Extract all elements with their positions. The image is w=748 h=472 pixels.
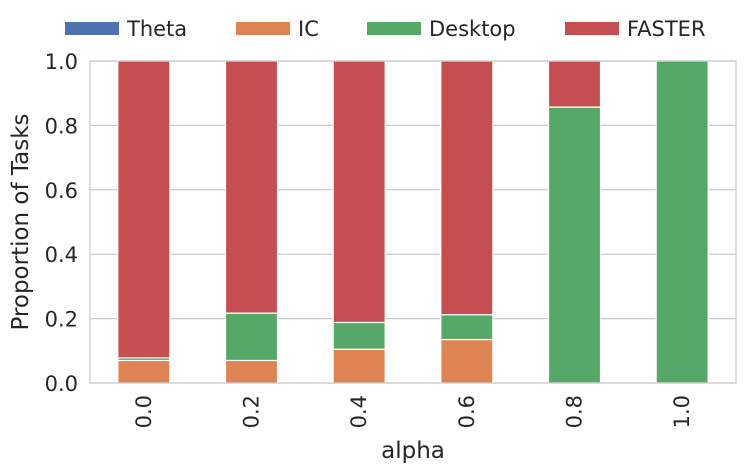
bar-segment-ic-0 <box>117 359 171 384</box>
y-tick-label: 0.6 <box>45 179 78 203</box>
x-tick-label: 0.2 <box>240 395 264 428</box>
bar-segment-faster-1 <box>224 60 279 314</box>
legend-swatch-desktop <box>367 22 421 35</box>
legend-label-theta: Theta <box>126 17 187 41</box>
y-tick-label: 0.0 <box>45 372 78 396</box>
legend-label-ic: IC <box>298 17 319 41</box>
x-axis-label: alpha <box>381 438 445 464</box>
y-tick-label: 0.2 <box>45 308 78 332</box>
plot-frame <box>89 60 737 384</box>
legend-label-faster: FASTER <box>627 17 706 41</box>
x-tick-label: 0.4 <box>347 395 371 428</box>
bar-segment-desktop-5 <box>655 60 709 384</box>
legend-swatch-ic <box>236 22 290 35</box>
bar-segment-faster-0 <box>117 60 171 359</box>
bar-segment-desktop-2 <box>332 321 386 350</box>
bar-segment-faster-3 <box>440 60 494 316</box>
x-tick-labels: 0.0 0.2 0.4 0.6 0.8 1.0 <box>132 395 694 428</box>
bar-segment-desktop-3 <box>440 314 494 341</box>
x-tick-label: 1.0 <box>670 395 694 428</box>
legend: Theta IC Desktop FASTER <box>65 17 706 41</box>
legend-swatch-faster <box>565 22 619 35</box>
bar-segment-ic-1 <box>224 359 279 384</box>
x-tick-label: 0.0 <box>132 395 156 428</box>
x-tick-label: 0.6 <box>455 395 479 428</box>
legend-swatch-theta <box>65 22 119 35</box>
bar-segment-ic-3 <box>440 338 494 384</box>
bar-segment-desktop-4 <box>547 106 602 384</box>
y-tick-label: 1.0 <box>45 50 78 74</box>
y-tick-label: 0.8 <box>45 114 78 138</box>
legend-label-desktop: Desktop <box>429 17 516 41</box>
bar-segment-ic-2 <box>332 348 386 384</box>
bar-segment-desktop-1 <box>224 312 279 362</box>
bars <box>117 60 709 384</box>
grid-lines <box>90 60 736 384</box>
bar-segment-faster-2 <box>332 60 386 324</box>
y-tick-label: 0.4 <box>45 243 78 267</box>
y-axis-label: Proportion of Tasks <box>8 113 34 330</box>
x-tick-label: 0.8 <box>563 395 587 428</box>
y-tick-labels: 0.0 0.2 0.4 0.6 0.8 1.0 <box>45 50 78 396</box>
bar-segment-faster-4 <box>547 60 602 108</box>
